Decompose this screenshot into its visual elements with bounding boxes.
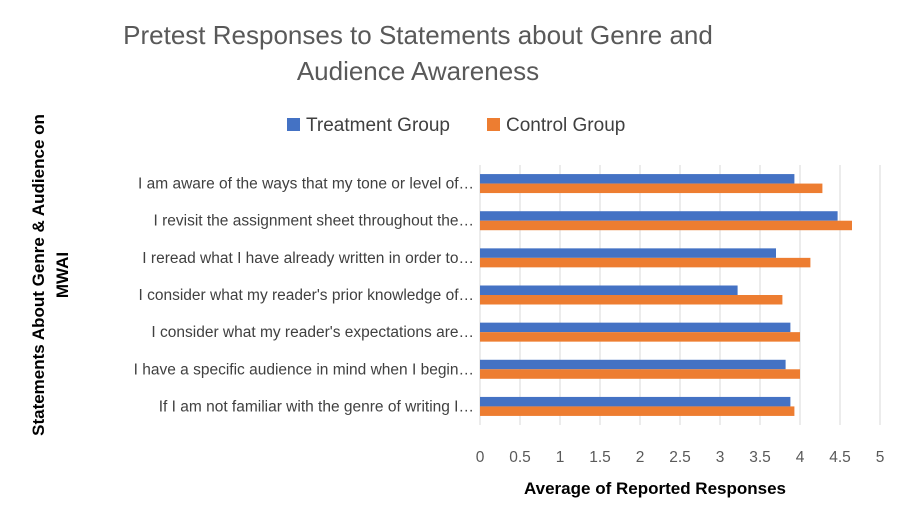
x-tick-label: 4.5 <box>829 449 851 466</box>
category-label: I am aware of the ways that my tone or l… <box>138 176 474 193</box>
x-tick-label: 0.5 <box>509 449 531 466</box>
bar-treatment <box>480 211 838 221</box>
legend: Treatment Group Control Group <box>287 115 625 136</box>
bar-control <box>480 332 800 342</box>
bar-treatment <box>480 322 791 333</box>
bar-treatment <box>480 396 791 407</box>
chart-title-line-2: Audience Awareness <box>297 56 539 86</box>
bar-control <box>480 183 823 194</box>
bars <box>480 174 852 416</box>
legend-label-control: Control Group <box>506 115 625 136</box>
y-axis-title-line-1: Statements About Genre & Audience on <box>29 114 48 436</box>
bar-control <box>480 257 811 268</box>
legend-swatch-treatment <box>287 118 300 131</box>
x-tick-label: 2 <box>636 449 645 466</box>
x-tick-label: 3 <box>716 449 725 466</box>
x-tick-labels: 0 0.5 1 1.5 2 2.5 3 3.5 4 4.5 5 <box>476 449 885 466</box>
bar-treatment <box>480 359 786 370</box>
y-axis-title-line-2: MWAI <box>53 252 72 298</box>
x-tick-label: 1 <box>556 449 565 466</box>
x-tick-label: 1.5 <box>589 449 611 466</box>
x-tick-label: 4 <box>796 449 805 466</box>
y-axis-title: Statements About Genre & Audience on MWA… <box>29 114 72 436</box>
category-label: If I am not familiar with the genre of w… <box>159 398 474 415</box>
legend-label-treatment: Treatment Group <box>306 115 450 136</box>
x-tick-label: 5 <box>876 449 885 466</box>
bar-treatment <box>480 174 795 184</box>
bar-treatment <box>480 285 738 295</box>
bar-treatment <box>480 248 776 258</box>
bar-control <box>480 295 783 305</box>
category-label: I consider what my reader's prior knowle… <box>139 287 475 304</box>
x-tick-label: 0 <box>476 449 485 466</box>
bar-control <box>480 369 800 379</box>
legend-swatch-control <box>487 118 500 131</box>
category-label: I revisit the assignment sheet throughou… <box>153 213 474 230</box>
category-labels: I am aware of the ways that my tone or l… <box>134 176 474 416</box>
category-label: I consider what my reader's expectations… <box>151 324 474 341</box>
x-tick-label: 2.5 <box>669 449 691 466</box>
category-label: I have a specific audience in mind when … <box>134 361 474 378</box>
category-label: I reread what I have already written in … <box>142 250 474 267</box>
bar-control <box>480 220 852 231</box>
chart-title-line-1: Pretest Responses to Statements about Ge… <box>123 20 713 50</box>
bar-control <box>480 406 795 416</box>
x-axis-title: Average of Reported Responses <box>524 479 786 498</box>
x-tick-label: 3.5 <box>749 449 771 466</box>
